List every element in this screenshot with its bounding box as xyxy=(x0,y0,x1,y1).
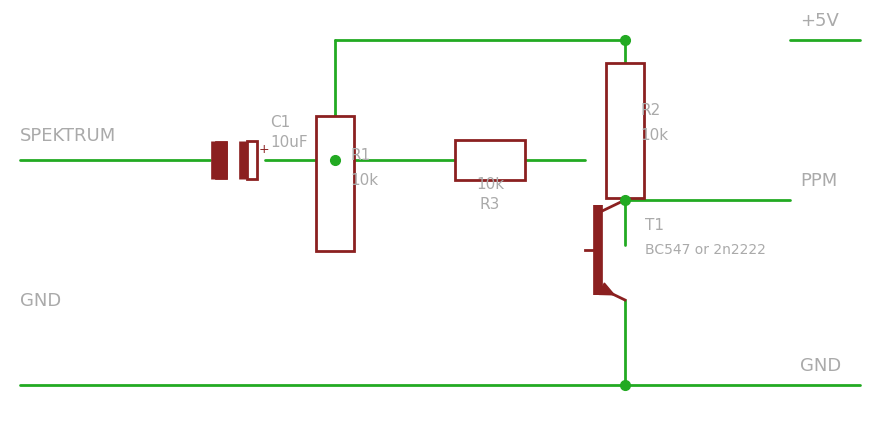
Bar xyxy=(247,141,257,179)
Text: 10k: 10k xyxy=(476,177,504,192)
Text: BC547 or 2n2222: BC547 or 2n2222 xyxy=(645,243,766,257)
Text: +: + xyxy=(259,143,270,156)
Bar xyxy=(215,141,227,179)
Text: 10k: 10k xyxy=(640,128,668,142)
Text: GND: GND xyxy=(800,357,841,375)
Polygon shape xyxy=(599,283,614,295)
Bar xyxy=(455,140,525,180)
Text: PPM: PPM xyxy=(800,172,837,190)
Bar xyxy=(606,62,644,198)
Text: R3: R3 xyxy=(480,197,500,212)
Text: GND: GND xyxy=(20,292,62,310)
Text: SPEKTRUM: SPEKTRUM xyxy=(20,127,116,145)
Text: +5V: +5V xyxy=(800,12,839,30)
Text: R1: R1 xyxy=(350,147,370,162)
Bar xyxy=(316,116,354,250)
Text: C1: C1 xyxy=(270,115,290,130)
Text: R2: R2 xyxy=(640,102,660,117)
Text: 10uF: 10uF xyxy=(270,135,307,150)
Text: T1: T1 xyxy=(645,218,664,232)
Text: 10k: 10k xyxy=(350,173,378,187)
